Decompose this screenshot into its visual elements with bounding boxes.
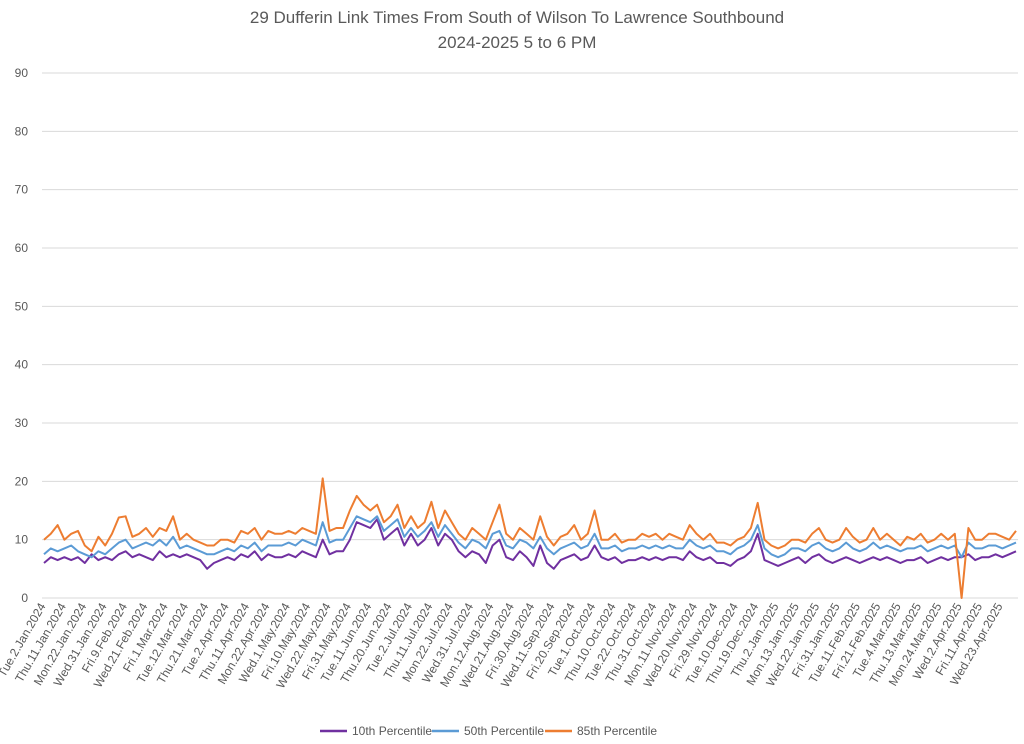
y-tick-label: 0 xyxy=(21,591,28,605)
y-tick-label: 40 xyxy=(15,358,29,372)
y-tick-label: 50 xyxy=(15,299,29,313)
legend-label: 85th Percentile xyxy=(577,724,657,738)
chart-subtitle: 2024-2025 5 to 6 PM xyxy=(438,33,597,52)
y-tick-label: 80 xyxy=(15,124,29,138)
legend-label: 50th Percentile xyxy=(464,724,544,738)
series-line-10th-percentile xyxy=(43,518,1017,570)
y-tick-label: 10 xyxy=(15,533,29,547)
series-line-50th-percentile xyxy=(43,515,1017,559)
legend-label: 10th Percentile xyxy=(352,724,432,738)
y-tick-label: 90 xyxy=(15,66,29,80)
y-tick-label: 60 xyxy=(15,241,29,255)
chart-title: 29 Dufferin Link Times From South of Wil… xyxy=(250,8,784,27)
y-tick-label: 30 xyxy=(15,416,29,430)
y-tick-label: 20 xyxy=(15,474,29,488)
series-line-85th-percentile xyxy=(43,477,1017,599)
y-tick-label: 70 xyxy=(15,183,29,197)
